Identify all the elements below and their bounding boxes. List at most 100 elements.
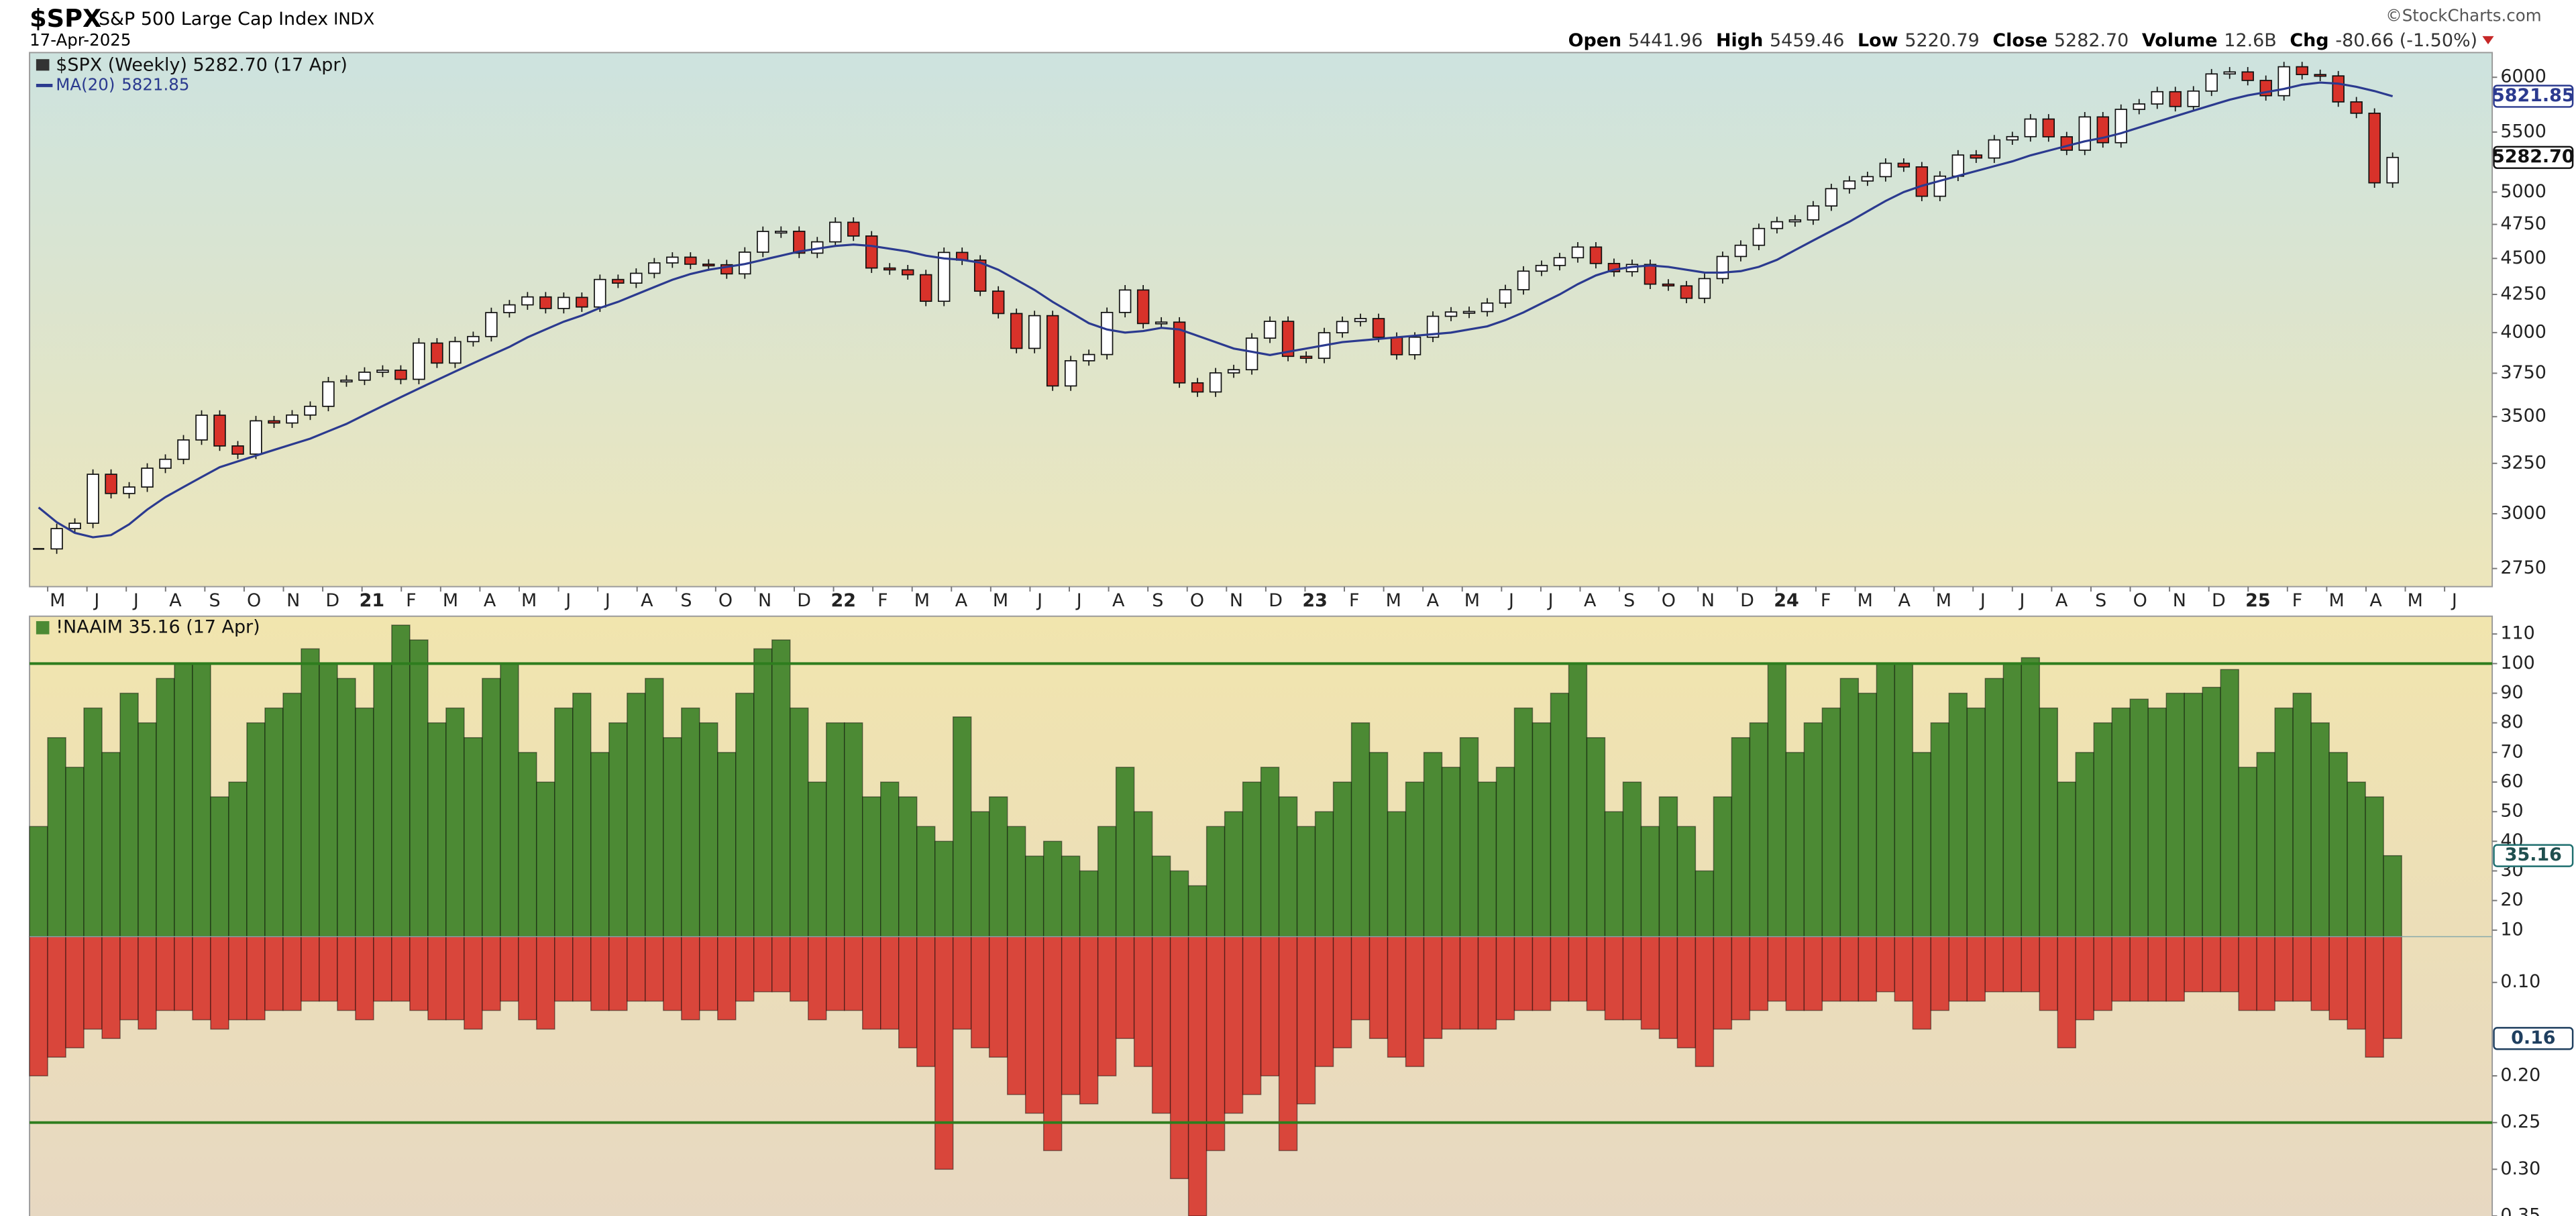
quote-label: Volume <box>2142 30 2218 51</box>
x-tick-label: S <box>680 590 692 611</box>
candle <box>2296 66 2308 76</box>
bar <box>862 936 881 1030</box>
x-tick-label: J <box>1075 590 1082 611</box>
candle <box>2024 118 2037 137</box>
candle <box>195 414 208 441</box>
bar <box>282 692 302 938</box>
y-tick-label: 3500 <box>2500 406 2546 427</box>
bar <box>1532 936 1552 1011</box>
candle <box>2114 109 2127 144</box>
bar <box>645 677 664 938</box>
bar <box>1115 936 1135 1040</box>
x-tick-label: J <box>564 590 571 611</box>
bar <box>2147 707 2167 938</box>
candle <box>1173 321 1186 384</box>
bar <box>735 936 755 1002</box>
x-tick-label: N <box>1230 590 1243 611</box>
bar <box>790 936 809 1002</box>
bar <box>1187 936 1208 1216</box>
bar <box>246 722 266 938</box>
bar <box>988 936 1008 1058</box>
legend-icon <box>36 59 50 71</box>
quote-label: Low <box>1858 30 1898 51</box>
x-tick-label: A <box>1427 590 1440 611</box>
bar <box>1133 811 1153 938</box>
bar <box>1858 692 1878 938</box>
bar <box>1205 826 1226 938</box>
bar <box>1803 722 1823 938</box>
y-tick-label: 5500 <box>2500 121 2546 142</box>
candle <box>1553 257 1566 266</box>
bar <box>1006 826 1026 938</box>
candle <box>2350 101 2363 114</box>
bar <box>373 936 392 1002</box>
bar <box>355 707 374 938</box>
candle <box>1354 318 1367 323</box>
candle <box>1698 278 1711 299</box>
bar <box>337 677 356 938</box>
candle <box>521 296 534 306</box>
x-tick-label: 21 <box>360 590 384 611</box>
candle <box>2386 156 2399 184</box>
bar <box>464 737 483 938</box>
candle <box>865 235 878 269</box>
candle <box>793 231 806 254</box>
candle <box>449 341 462 364</box>
bar <box>1731 936 1751 1021</box>
bar <box>2147 936 2167 1002</box>
x-tick-label: A <box>641 590 653 611</box>
bar <box>482 677 501 938</box>
candle <box>2368 112 2381 184</box>
bar <box>717 936 737 1021</box>
candle <box>322 381 335 407</box>
y-tick-label: 2750 <box>2500 557 2546 578</box>
bar <box>500 936 519 1002</box>
candle <box>1263 321 1277 339</box>
candle <box>1915 166 1929 197</box>
bar <box>1242 936 1262 1095</box>
bar <box>1278 796 1298 938</box>
bar <box>427 722 447 938</box>
x-tick-label: O <box>1190 590 1204 611</box>
bar <box>1079 870 1099 938</box>
y-tick-label: 4750 <box>2500 213 2546 234</box>
bar <box>934 936 954 1170</box>
bar <box>1767 663 1787 938</box>
bar <box>445 936 465 1021</box>
candle <box>2078 116 2091 151</box>
y-tick-label: 10 <box>2500 919 2523 940</box>
bar <box>699 936 718 1011</box>
bar <box>1839 936 1860 1002</box>
bar <box>2310 722 2330 938</box>
candle <box>304 405 317 416</box>
bar <box>1079 936 1099 1105</box>
bar <box>880 781 900 938</box>
quote-label: Open <box>1568 30 1622 51</box>
bar <box>1350 936 1371 1021</box>
bar <box>1640 826 1660 938</box>
bar <box>2365 936 2384 1058</box>
bar <box>1912 752 1932 938</box>
bar <box>464 936 483 1030</box>
x-tick-label: D <box>2212 590 2226 611</box>
bar <box>1912 936 1932 1030</box>
candle <box>2187 90 2200 107</box>
bar <box>518 936 537 1021</box>
bar <box>373 663 392 938</box>
bar <box>1930 722 1950 938</box>
candle <box>467 335 480 343</box>
candle <box>1462 311 1476 314</box>
candle <box>1861 176 1874 182</box>
candle <box>937 252 951 302</box>
x-tick-label: 22 <box>831 590 856 611</box>
bar <box>1513 707 1534 938</box>
bar <box>1532 722 1552 938</box>
bar <box>771 936 791 993</box>
bar <box>2111 936 2131 1002</box>
x-tick-label: N <box>286 590 300 611</box>
bar <box>554 707 574 938</box>
x-tick-label: O <box>2133 590 2147 611</box>
y-tick-label: 3750 <box>2500 362 2546 383</box>
credit: ©StockCharts.com <box>2385 5 2541 25</box>
